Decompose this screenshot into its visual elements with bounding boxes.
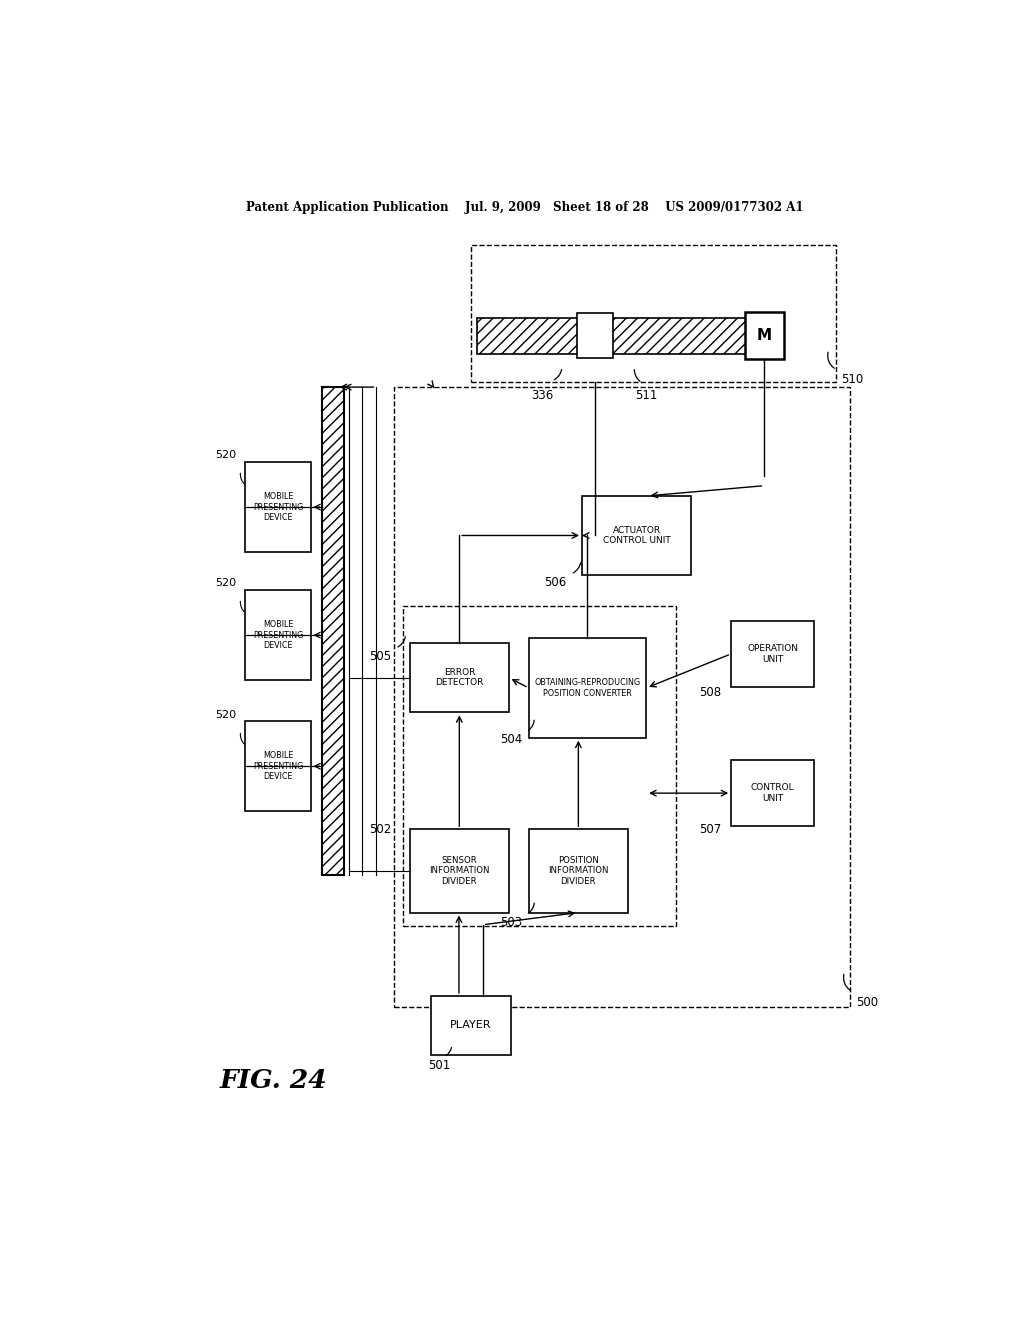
Text: 520: 520: [216, 450, 237, 461]
Text: 508: 508: [699, 685, 722, 698]
Text: FIG. 24: FIG. 24: [219, 1068, 327, 1093]
Text: 506: 506: [545, 576, 567, 589]
Text: 504: 504: [500, 734, 522, 746]
Text: 511: 511: [635, 389, 657, 403]
Bar: [403, 606, 676, 925]
Text: 501: 501: [428, 1059, 451, 1072]
Text: 520: 520: [216, 578, 237, 589]
Bar: [246, 462, 310, 552]
Bar: [731, 760, 814, 826]
Bar: [745, 312, 783, 359]
Text: 500: 500: [856, 995, 879, 1008]
Bar: [246, 722, 310, 810]
Bar: [323, 387, 344, 875]
Text: CONTROL
UNIT: CONTROL UNIT: [751, 784, 795, 803]
Text: 510: 510: [841, 374, 863, 387]
Bar: [471, 244, 836, 381]
Bar: [431, 995, 511, 1055]
Bar: [609, 318, 749, 354]
Text: MOBILE
PRESENTING
DEVICE: MOBILE PRESENTING DEVICE: [253, 751, 303, 781]
Text: 520: 520: [216, 710, 237, 721]
Text: ACTUATOR
CONTROL UNIT: ACTUATOR CONTROL UNIT: [603, 525, 671, 545]
Text: PLAYER: PLAYER: [451, 1020, 492, 1031]
Bar: [528, 829, 628, 912]
Text: MOBILE
PRESENTING
DEVICE: MOBILE PRESENTING DEVICE: [253, 620, 303, 649]
Text: 507: 507: [699, 822, 722, 836]
Bar: [578, 313, 613, 358]
Bar: [528, 638, 646, 738]
Text: POSITION
INFORMATION
DIVIDER: POSITION INFORMATION DIVIDER: [548, 855, 608, 886]
Text: M: M: [757, 327, 772, 343]
Text: Patent Application Publication    Jul. 9, 2009   Sheet 18 of 28    US 2009/01773: Patent Application Publication Jul. 9, 2…: [246, 201, 804, 214]
Bar: [731, 620, 814, 686]
Text: 505: 505: [370, 649, 391, 663]
Text: OBTAINING-REPRODUCING
POSITION CONVERTER: OBTAINING-REPRODUCING POSITION CONVERTER: [535, 678, 641, 698]
Text: 336: 336: [531, 389, 553, 403]
Bar: [410, 829, 509, 912]
Text: MOBILE
PRESENTING
DEVICE: MOBILE PRESENTING DEVICE: [253, 492, 303, 521]
Bar: [410, 643, 509, 713]
Bar: [246, 590, 310, 680]
Text: ERROR
DETECTOR: ERROR DETECTOR: [435, 668, 483, 688]
Bar: [394, 387, 850, 1007]
Text: 503: 503: [501, 916, 522, 929]
Text: SENSOR
INFORMATION
DIVIDER: SENSOR INFORMATION DIVIDER: [429, 855, 489, 886]
Bar: [477, 318, 581, 354]
Bar: [582, 496, 691, 576]
Text: OPERATION
UNIT: OPERATION UNIT: [748, 644, 799, 664]
Text: 502: 502: [370, 822, 391, 836]
